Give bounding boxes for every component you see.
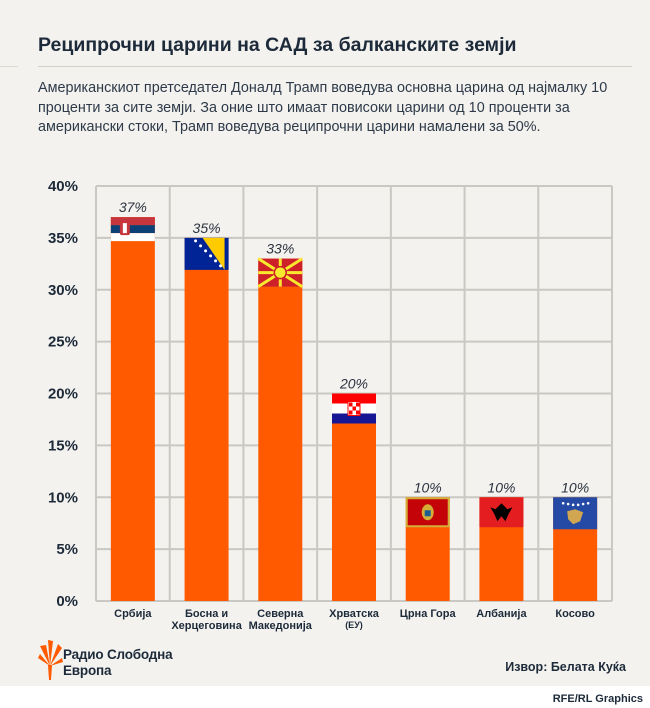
value-labels: 37% 35% 33% 20% 10% 10% 10%	[119, 199, 589, 495]
x-tick-label: Босна и	[185, 608, 228, 620]
y-tick-label: 30%	[48, 282, 78, 299]
flags	[110, 217, 598, 530]
logo-text-line1: Радио Слободна	[63, 647, 173, 662]
rferl-logo-icon	[38, 640, 63, 680]
credit-bar	[0, 686, 650, 708]
bar	[332, 393, 376, 601]
bar-chart: 0% 5% 10% 15% 20% 25% 30% 35% 40% 37% 35% 33% 20% 10…	[48, 178, 613, 632]
y-tick-label: 35%	[48, 230, 78, 247]
chart-subtitle: Американскиот претседател Доналд Трамп в…	[38, 80, 608, 135]
y-tick-label: 5%	[56, 541, 78, 558]
y-tick-label: 20%	[48, 386, 78, 403]
horizontal-gridlines	[96, 185, 612, 602]
y-tick-label: 40%	[48, 178, 78, 195]
title-divider	[38, 66, 632, 67]
bar	[110, 217, 155, 601]
montenegro-flag	[405, 497, 450, 528]
graphics-credit: RFE/RL Graphics	[552, 693, 643, 705]
x-tick-label: Косово	[555, 608, 595, 620]
bar	[258, 258, 303, 601]
x-tick-label-line2: (ЕУ)	[345, 620, 363, 630]
value-label: 10%	[414, 479, 442, 495]
x-tick-label: Хрватска	[329, 608, 380, 620]
x-tick-label-line2: Херцеговина	[171, 620, 242, 632]
y-axis-ticks: 0% 5% 10% 15% 20% 25% 30% 35% 40%	[48, 178, 78, 610]
serbia-flag	[110, 217, 155, 242]
value-label: 35%	[193, 220, 221, 236]
value-label: 37%	[119, 199, 147, 215]
value-label: 33%	[266, 241, 294, 257]
x-tick-label: Црна Гора	[400, 608, 457, 620]
kosovo-flag	[553, 497, 598, 530]
albania-flag	[479, 497, 524, 528]
x-tick-label: Србија	[114, 608, 152, 620]
title-divider-left	[0, 66, 18, 67]
value-label: 20%	[339, 376, 368, 392]
y-tick-label: 10%	[48, 489, 78, 506]
x-tick-label: Албанија	[476, 608, 527, 620]
north-macedonia-flag	[257, 257, 304, 288]
value-label: 10%	[561, 479, 589, 495]
y-tick-label: 25%	[48, 334, 78, 351]
source-note: Извор: Белата Куќа	[505, 660, 626, 674]
x-tick-label: Северна	[257, 608, 304, 620]
x-tick-label-line2: Македонија	[249, 620, 313, 632]
logo-text-line2: Европа	[63, 663, 112, 678]
chart-title: Реципрочни царини на САД за балканските …	[38, 34, 517, 56]
y-tick-label: 0%	[56, 593, 78, 610]
value-label: 10%	[487, 479, 515, 495]
bar	[184, 237, 229, 601]
bars	[110, 217, 598, 601]
bosnia-flag	[184, 237, 229, 270]
y-tick-label: 15%	[48, 437, 78, 454]
croatia-flag	[332, 393, 376, 424]
